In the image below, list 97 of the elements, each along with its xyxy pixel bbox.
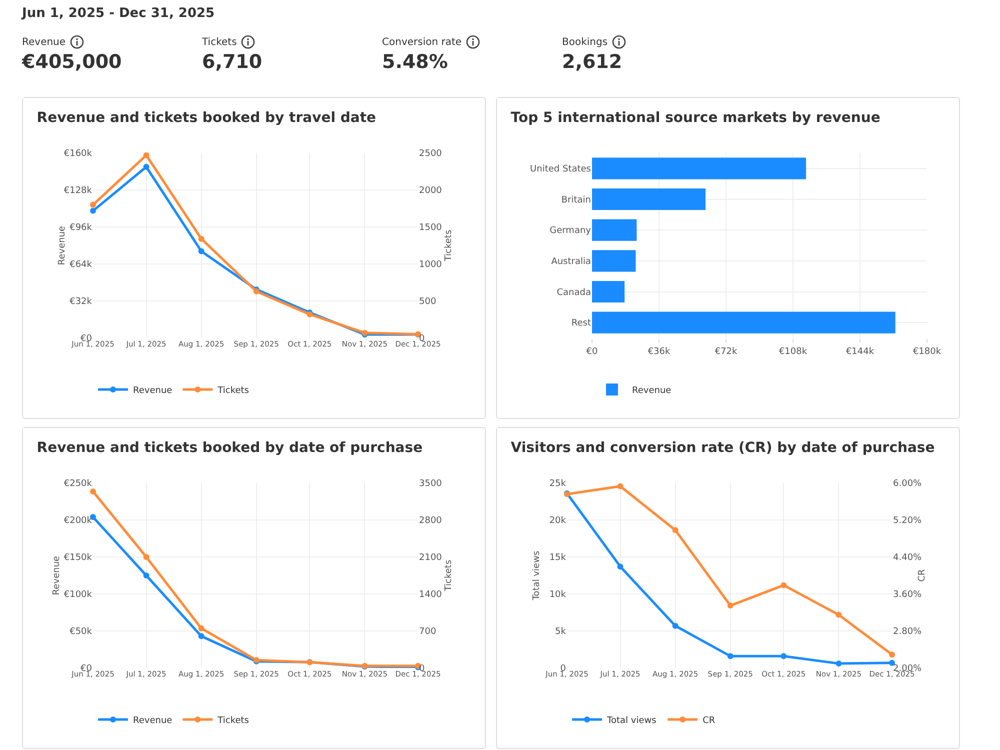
y2-tick-label: 2100 [419,553,442,564]
y-axis-title: Revenue [52,555,62,596]
point [836,612,842,618]
chart-title: Revenue and tickets booked by travel date [36,110,376,126]
y2-tick-label: 2500 [419,149,442,160]
bar [592,219,637,241]
y-tick-label: Rest [571,318,592,329]
chart-title: Revenue and tickets booked by date of purchase [36,440,423,456]
y-tick-label: €64k [70,260,93,270]
point [198,625,204,632]
y2-axis-title: CR [918,569,928,582]
point [90,208,96,214]
text: €405,000 [22,51,123,73]
y-tick-label: 10k [549,590,567,600]
point [889,660,895,666]
y2-tick-label: 1500 [419,223,442,234]
point [143,554,150,560]
x-tick-label: €36k [648,346,671,357]
y-tick-label: €32k [70,297,93,308]
text: 6,710 [202,51,264,73]
y2-axis-title: Tickets [444,560,454,592]
point [780,653,787,660]
legend-label: Tickets [216,386,250,396]
y-tick-label: Britain [561,195,591,206]
bar [592,280,625,303]
point [198,633,204,640]
bar [592,312,896,334]
point [90,488,96,494]
y-tick-label: €96k [70,223,93,234]
legend-label: Revenue [632,386,672,396]
text: Bookings [562,36,608,48]
text: 2,612 [562,51,624,73]
point [617,564,624,570]
point [143,572,150,578]
legend-label: Revenue [133,716,173,726]
y2-axis-title: Tickets [444,230,454,262]
y-tick-label: €128k [64,186,93,196]
point [198,236,204,242]
text: Revenue [22,36,66,48]
bar [592,250,636,272]
y2-tick-label: 5.20% [893,516,922,526]
y-tick-label: €250k [64,479,93,490]
y-tick-label: 5k [555,627,567,638]
text: Tickets [202,36,237,48]
y2-tick-label: 2000 [419,186,442,196]
x-tick-label: €180k [912,346,942,357]
point [672,622,678,629]
y2-tick-label: 2800 [419,516,442,526]
point [727,653,734,660]
point [143,164,150,170]
chart-title: Top 5 international source markets by revenue [510,110,880,126]
y2-tick-label: 4.40% [893,553,922,564]
y-axis-title: Total views [532,550,542,602]
y-tick-label: 20k [549,516,567,526]
text: Conversion rate [382,36,462,48]
point [889,652,895,658]
y-tick-label: €150k [64,553,93,564]
y-tick-label: 15k [549,553,567,564]
y-tick-label: 25k [549,479,567,490]
y-tick-label: Canada [556,288,591,298]
y2-tick-label: 3500 [419,479,442,490]
legend-label: Total views [606,716,657,726]
x-tick-label: €144k [846,346,875,357]
y-tick-label: Australia [551,257,591,268]
bar [592,188,706,210]
point [780,582,787,588]
y2-tick-label: 700 [419,627,436,638]
y2-tick-label: 2.80% [893,627,922,638]
y-tick-label: €200k [64,516,93,526]
y-tick-label: United States [530,164,592,175]
y-tick-label: Germany [550,226,592,236]
chart-title: Visitors and conversion rate (CR) by date of purchase [510,440,935,456]
point [617,483,624,490]
point [836,660,842,667]
y-tick-label: €50k [70,627,93,638]
y-tick-label: €100k [64,590,93,600]
y2-tick-label: 500 [419,297,436,308]
point [90,202,96,208]
x-tick-label: €72k [714,346,738,357]
legend-label: Tickets [216,716,250,726]
legend-label: CR [702,716,716,726]
point [198,248,204,254]
legend-label: Revenue [133,386,173,396]
y2-tick-label: 3.60% [893,590,922,600]
x-tick-label: €108k [778,346,808,357]
x-tick-label: €0 [586,346,598,357]
text: Jun 1, 2025 - Dec 31, 2025 [22,6,216,21]
y2-tick-label: 1000 [419,260,442,270]
y-tick-label: €160k [64,149,93,160]
y2-tick-label: 1400 [419,590,442,600]
point [143,152,150,158]
point [727,602,734,609]
text: 5.48% [382,51,449,73]
y2-tick-label: 6.00% [893,479,922,490]
bar [592,158,806,180]
point [672,527,678,534]
y-axis-title: Revenue [58,225,68,266]
